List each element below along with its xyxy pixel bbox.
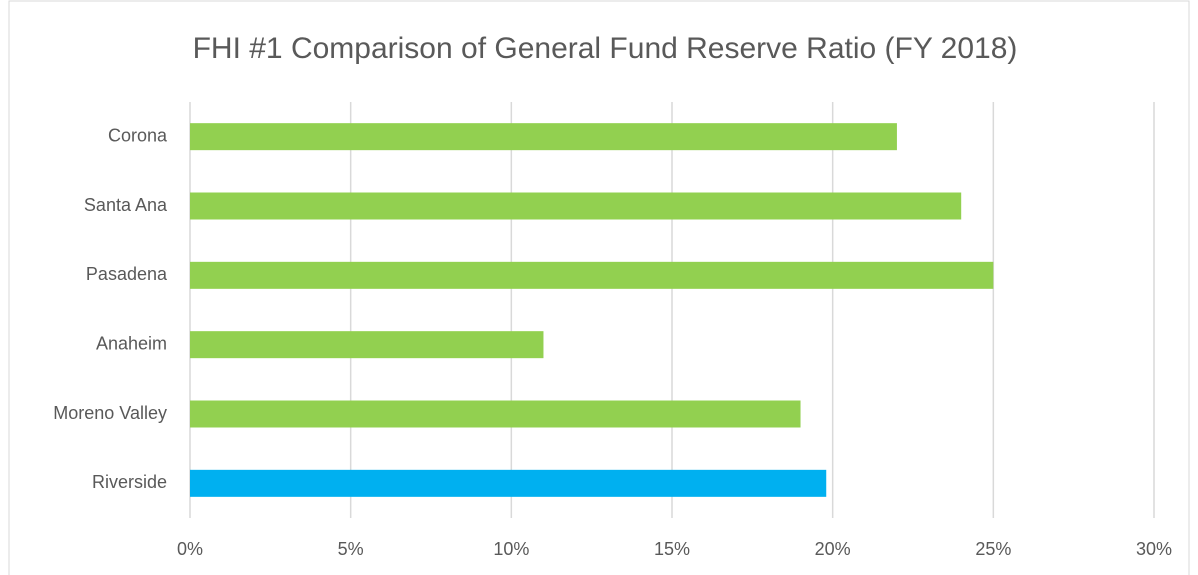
x-tick-label: 15%	[654, 539, 690, 559]
x-tick-label: 20%	[815, 539, 851, 559]
y-tick-label: Anaheim	[96, 333, 167, 353]
y-tick-label: Santa Ana	[84, 195, 168, 215]
bar	[190, 331, 544, 359]
y-tick-label: Riverside	[92, 472, 167, 492]
chart-title: FHI #1 Comparison of General Fund Reserv…	[193, 32, 1018, 65]
x-tick-label: 5%	[338, 539, 364, 559]
x-tick-label: 30%	[1136, 539, 1172, 559]
bar	[190, 123, 897, 151]
bar	[190, 192, 962, 220]
x-tick-label: 10%	[493, 539, 529, 559]
chart-frame	[8, 0, 1190, 575]
y-tick-label: Corona	[108, 125, 168, 145]
bar	[190, 469, 827, 497]
y-tick-label: Pasadena	[86, 264, 168, 284]
y-tick-label: Moreno Valley	[53, 403, 167, 423]
x-tick-label: 25%	[975, 539, 1011, 559]
x-tick-label: 0%	[177, 539, 203, 559]
bar	[190, 261, 994, 289]
bar	[190, 400, 801, 428]
